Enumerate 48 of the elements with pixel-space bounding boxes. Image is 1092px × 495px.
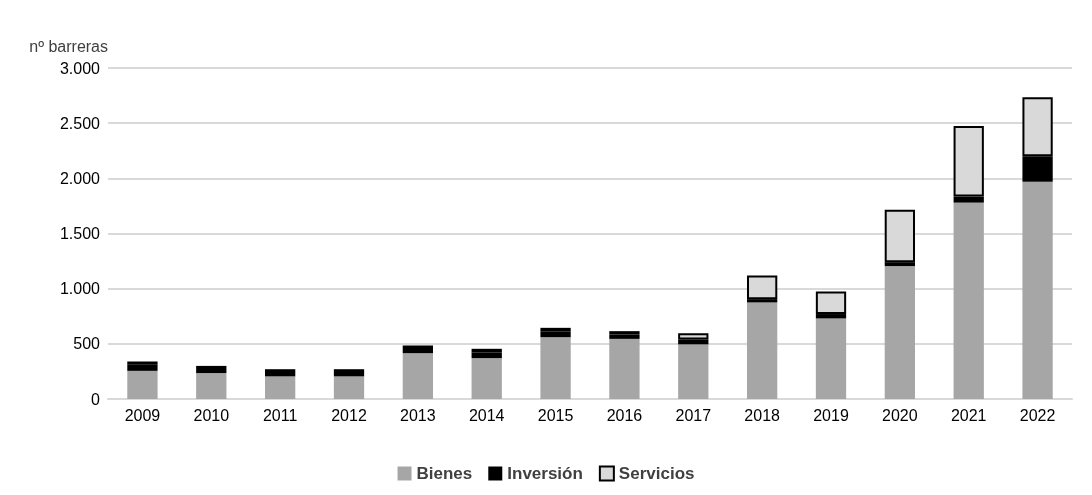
bar xyxy=(815,318,847,399)
x-tick-label: 2015 xyxy=(537,406,574,424)
bar xyxy=(127,364,158,371)
x-tick-label: 2009 xyxy=(124,406,161,424)
bar xyxy=(678,344,709,399)
x-tick-label: 2021 xyxy=(950,406,987,424)
y-tick-label: 1.500 xyxy=(59,225,101,242)
bar xyxy=(540,331,571,338)
x-tick-label: 2019 xyxy=(813,406,849,424)
bar xyxy=(884,266,916,399)
bar xyxy=(127,370,158,399)
y-tick-label: 1.000 xyxy=(59,280,101,298)
bar xyxy=(333,369,365,377)
bar xyxy=(471,352,502,359)
bar xyxy=(402,345,434,354)
bar xyxy=(333,376,365,399)
x-tick-label: 2016 xyxy=(606,406,643,424)
x-tick-label: 2013 xyxy=(400,406,436,424)
x-tick-label: 2012 xyxy=(331,406,367,424)
y-tick-label: 2.500 xyxy=(59,114,101,132)
bar xyxy=(540,337,571,399)
legend-label: Inversión xyxy=(507,464,583,483)
bar xyxy=(746,302,778,399)
y-tick-label: 3.000 xyxy=(59,59,101,77)
bar xyxy=(678,333,709,340)
bar xyxy=(264,376,296,399)
y-axis-title: nº barreras xyxy=(29,37,108,55)
x-tick-label: 2011 xyxy=(262,406,298,424)
bar xyxy=(196,365,227,374)
legend-label: Servicios xyxy=(618,464,695,483)
y-tick-label: 500 xyxy=(73,335,101,353)
bar xyxy=(471,358,502,399)
bar xyxy=(402,353,434,399)
legend-label: Bienes xyxy=(416,464,473,483)
x-tick-label: 2020 xyxy=(882,406,918,424)
x-tick-label: 2010 xyxy=(193,406,230,424)
x-tick-label: 2014 xyxy=(468,406,505,424)
bar xyxy=(264,369,296,377)
x-tick-label: 2017 xyxy=(675,406,712,424)
bar xyxy=(609,338,640,399)
x-tick-label: 2018 xyxy=(744,406,781,424)
bar xyxy=(196,373,227,399)
y-tick-label: 0 xyxy=(91,390,101,408)
bar xyxy=(609,334,640,339)
bar xyxy=(953,202,984,399)
y-tick-label: 2.000 xyxy=(59,169,101,187)
x-tick-label: 2022 xyxy=(1019,406,1056,424)
bar xyxy=(1022,181,1053,399)
